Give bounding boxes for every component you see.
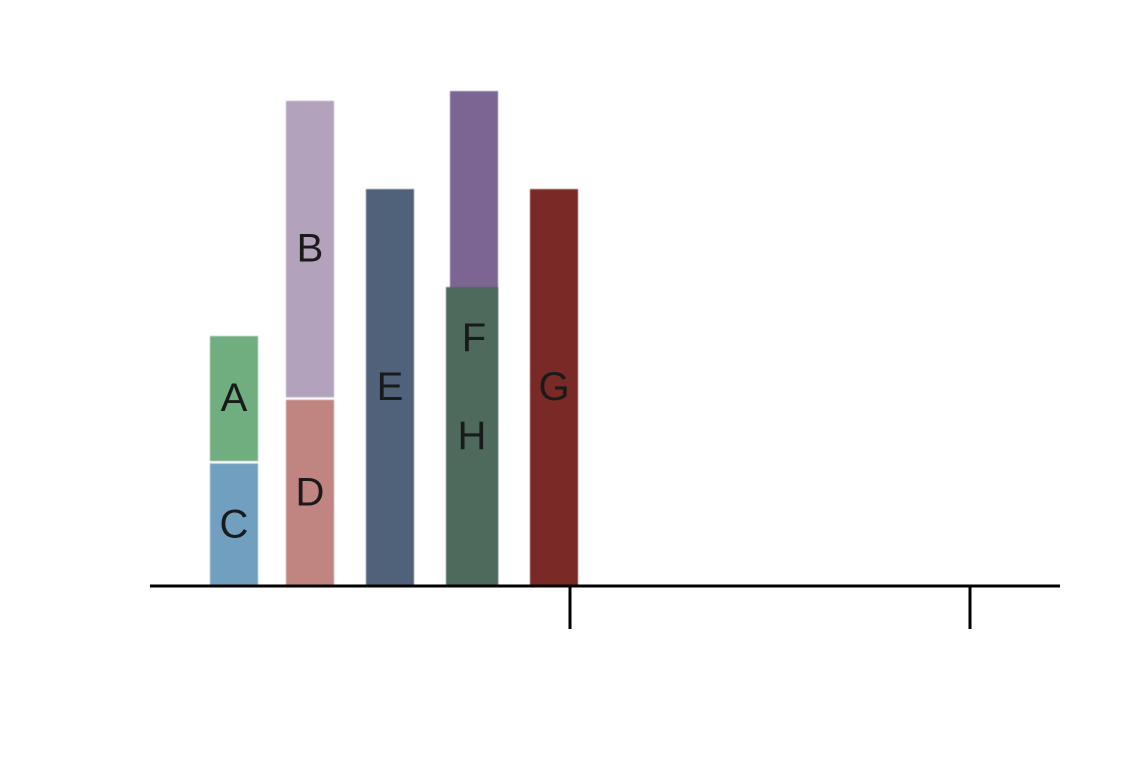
- bar-label-f: F: [462, 316, 486, 360]
- bar-e: [366, 189, 414, 586]
- bar-d: [286, 399, 334, 586]
- bar-label-c: C: [220, 502, 249, 546]
- bar-h: [446, 287, 498, 586]
- bar-label-b: B: [297, 227, 324, 271]
- bar-labels-layer: C A D B E F H G: [220, 227, 570, 547]
- bar-label-h: H: [458, 414, 487, 458]
- bar-label-a: A: [221, 376, 248, 420]
- bars-layer: [210, 91, 578, 586]
- bar-a: [210, 336, 258, 462]
- bar-label-e: E: [377, 365, 404, 409]
- bar-c: [210, 463, 258, 586]
- bar-label-d: D: [296, 470, 325, 514]
- bar-label-g: G: [538, 365, 569, 409]
- bar-b: [286, 100, 334, 398]
- bar-g: [530, 189, 578, 586]
- x-axis: [150, 584, 1060, 629]
